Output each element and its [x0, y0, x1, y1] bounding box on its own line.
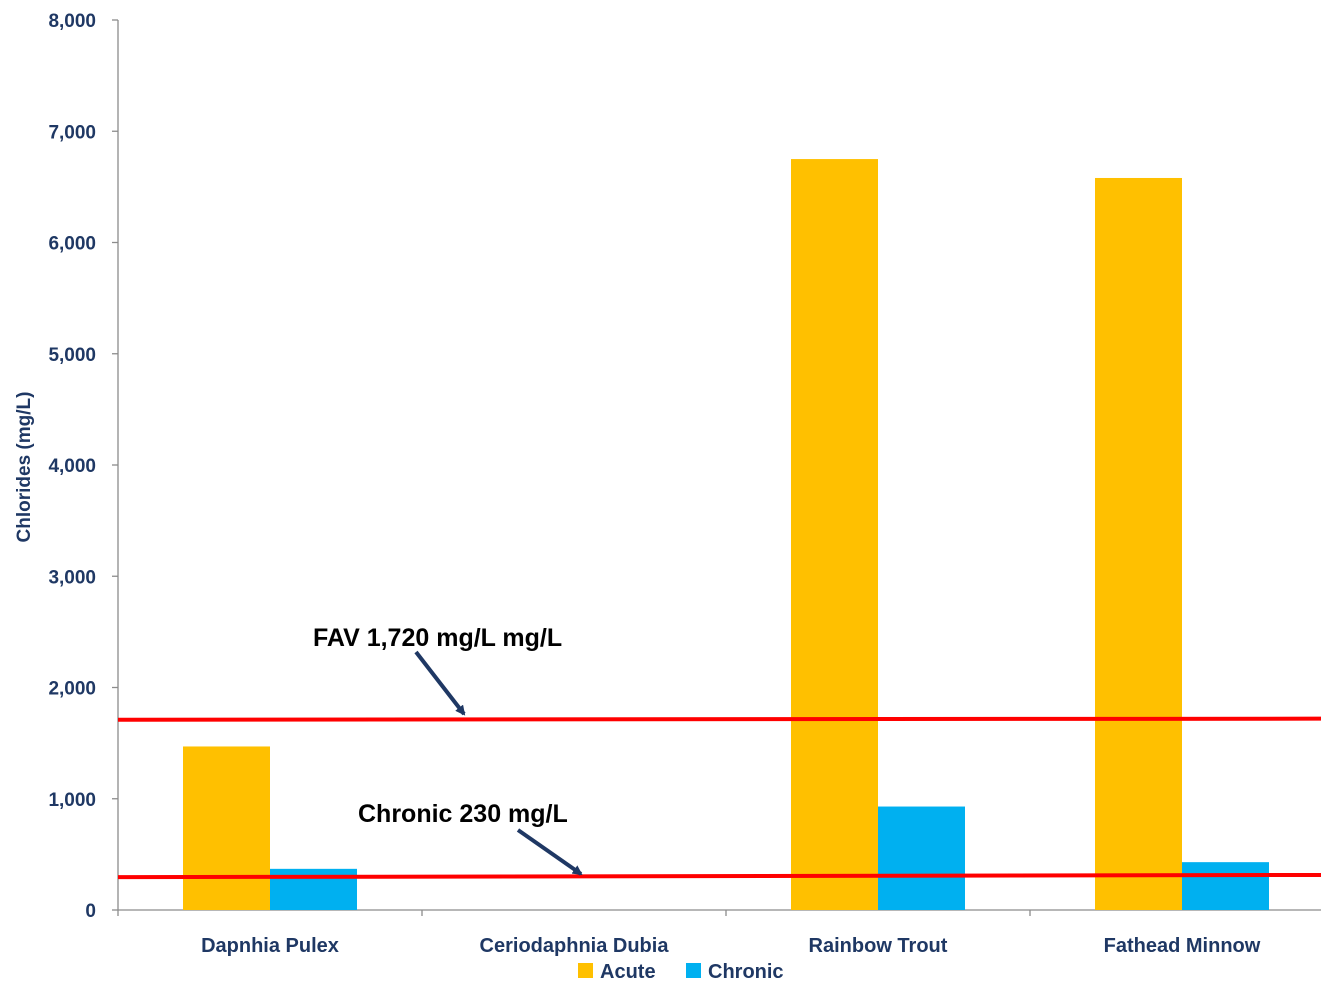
- bar-acute-0: [183, 746, 270, 910]
- bar-chronic-2: [878, 806, 965, 910]
- reference-line-1: [117, 872, 1321, 880]
- y-tick-label: 5,000: [48, 345, 96, 366]
- reference-line-0: [117, 716, 1321, 722]
- y-tick-label: 2,000: [48, 679, 96, 700]
- bar-acute-2: [791, 159, 878, 910]
- x-category-label: Dapnhia Pulex: [201, 935, 339, 957]
- y-tick-label: 7,000: [48, 122, 96, 143]
- legend-swatch-acute: [578, 963, 593, 978]
- bar-chronic-3: [1182, 862, 1269, 910]
- y-tick-label: 6,000: [48, 234, 96, 255]
- chronic-annotation-label: Chronic 230 mg/L: [358, 800, 568, 828]
- labels: 0 1,000 2,000 3,000 4,000 5,000 6,000 7,000 8,00…: [14, 11, 1261, 957]
- chronic-annotation-arrow: [516, 828, 583, 876]
- y-tick-label: 0: [85, 901, 96, 922]
- x-category-label: Ceriodaphnia Dubia: [480, 935, 670, 957]
- reference-lines: [117, 650, 1321, 880]
- fav-annotation-arrow: [414, 650, 466, 716]
- x-category-label: Rainbow Trout: [809, 935, 948, 957]
- y-tick-label: 3,000: [48, 567, 96, 588]
- legend-swatch-chronic: [686, 963, 701, 978]
- legend-label-chronic: Chronic: [708, 961, 784, 983]
- bar-acute-3: [1095, 177, 1182, 911]
- fav-annotation-label: FAV 1,720 mg/L mg/L: [313, 624, 562, 652]
- legend: Acute Chronic: [578, 961, 784, 983]
- y-axis-title: Chlorides (mg/L): [14, 392, 35, 543]
- y-tick-label: 1,000: [48, 790, 96, 811]
- x-category-label: Fathead Minnow: [1104, 935, 1261, 957]
- bars: [183, 159, 1269, 911]
- y-tick-label: 4,000: [48, 456, 96, 477]
- y-tick-label: 8,000: [48, 11, 96, 32]
- legend-label-acute: Acute: [600, 961, 656, 983]
